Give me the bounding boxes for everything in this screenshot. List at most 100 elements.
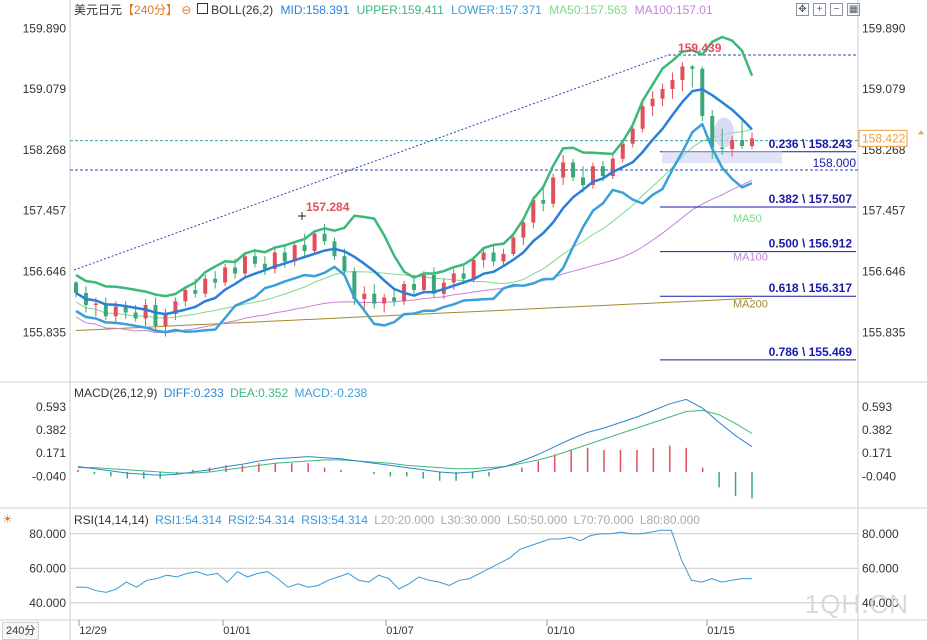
candle-body xyxy=(750,138,754,146)
ma50-value: MA50:157.563 xyxy=(549,3,628,17)
candle-body xyxy=(541,200,546,204)
macd-tick-left: 0.593 xyxy=(36,400,66,414)
l80-value: L80:80.000 xyxy=(639,513,700,527)
rsi-line xyxy=(76,529,752,593)
candle-body xyxy=(342,256,347,272)
fib-zone xyxy=(662,151,782,164)
candle-body xyxy=(203,278,208,294)
candle-body xyxy=(461,273,466,279)
candle-body xyxy=(421,275,426,290)
selection-marker xyxy=(714,117,734,148)
candle-body xyxy=(451,273,456,283)
candle-body xyxy=(223,267,228,283)
ma100-value: MA100:157.01 xyxy=(634,3,713,17)
x-tick-label: 01/07 xyxy=(386,625,414,637)
candle-body xyxy=(581,177,585,185)
price-legend: 美元日元【240分】 ⊖ BOLL(26,2) MID:158.391 UPPE… xyxy=(74,2,713,18)
candle-body xyxy=(431,275,436,294)
zoom-out-icon[interactable]: − xyxy=(830,3,843,16)
move-icon[interactable]: ✥ xyxy=(796,3,809,16)
settings-icon[interactable]: ▦ xyxy=(847,3,860,16)
candle-body xyxy=(730,140,735,149)
price-tick-left: 156.646 xyxy=(23,265,67,279)
boll-icon[interactable] xyxy=(196,3,208,14)
candle-body xyxy=(282,252,287,262)
candle-body xyxy=(163,314,168,326)
diff-line xyxy=(77,398,753,476)
boll-upper: UPPER:159.411 xyxy=(356,3,444,17)
ma-label: MA100 xyxy=(733,251,768,263)
candle-body xyxy=(511,237,516,254)
l70-value: L70:70.000 xyxy=(573,513,634,527)
remove-icon[interactable]: ⊖ xyxy=(181,3,192,17)
boll-lower: LOWER:157.371 xyxy=(451,3,542,17)
candle-body xyxy=(501,254,506,262)
candle-body xyxy=(710,116,715,148)
candle-body xyxy=(412,284,416,290)
rsi3-value: RSI3:54.314 xyxy=(301,513,368,527)
macd-tick-right: 0.171 xyxy=(862,446,892,460)
price-tick-right: 159.890 xyxy=(862,21,906,35)
rsi-tick-right: 80.000 xyxy=(862,527,899,541)
ma100-line xyxy=(75,179,753,334)
candle-body xyxy=(610,158,615,176)
macd-name: MACD(26,12,9) xyxy=(74,386,158,400)
candle-body xyxy=(630,128,635,144)
session-high-label: 159.439 xyxy=(678,41,722,55)
candle-body xyxy=(133,312,138,319)
candle-body xyxy=(312,233,317,251)
sun-icon[interactable]: ☀ xyxy=(2,512,13,526)
macd-tick-right: 0.593 xyxy=(862,400,892,414)
ma-label: MA200 xyxy=(733,299,768,311)
candle-body xyxy=(193,290,198,294)
rsi-tick-right: 60.000 xyxy=(862,561,899,575)
candle-body xyxy=(481,252,486,260)
crosshair-marker xyxy=(298,212,306,220)
fib-label: 0.236 \ 158.243 xyxy=(769,137,853,151)
fib-label: 0.500 \ 156.912 xyxy=(769,237,853,251)
candle-body xyxy=(660,89,665,99)
fib-label: 0.786 \ 155.469 xyxy=(769,345,853,359)
price-tick-left: 159.890 xyxy=(23,21,67,35)
rsi-legend: RSI(14,14,14) RSI1:54.314 RSI2:54.314 RS… xyxy=(74,512,700,528)
l30-value: L30:30.000 xyxy=(440,513,501,527)
period-button[interactable]: 240分 xyxy=(2,622,40,640)
price-tick-left: 159.079 xyxy=(23,82,67,96)
candle-body xyxy=(352,271,357,299)
rsi-tick-left: 60.000 xyxy=(29,561,66,575)
period-label[interactable]: 【240分】 xyxy=(122,3,179,17)
macd-dea: DEA:0.352 xyxy=(230,386,289,400)
rsi-tick-left: 80.000 xyxy=(29,527,66,541)
price-tick-left: 158.268 xyxy=(23,143,67,157)
candle-body xyxy=(521,222,526,238)
candle-body xyxy=(252,256,257,264)
candle-body xyxy=(392,297,397,302)
candle-body xyxy=(670,80,675,89)
x-tick-label: 01/15 xyxy=(707,625,735,637)
candle-body xyxy=(600,166,605,176)
candle-body xyxy=(640,106,645,129)
zoom-in-icon[interactable]: + xyxy=(813,3,826,16)
symbol-label[interactable]: 美元日元 xyxy=(74,3,123,17)
macd-tick-left: -0.040 xyxy=(32,469,66,483)
candle-body xyxy=(322,233,327,242)
candle-body xyxy=(262,263,267,269)
boll-label: BOLL(26,2) xyxy=(211,3,274,17)
candle-body xyxy=(551,177,556,204)
price-arrow-icon xyxy=(918,130,924,135)
candle-body xyxy=(153,305,158,326)
macd-legend: MACD(26,12,9) DIFF:0.233 DEA:0.352 MACD:… xyxy=(74,385,367,401)
candle-body xyxy=(362,293,367,299)
candle-body xyxy=(292,245,297,262)
l50-value: L50:50.000 xyxy=(507,513,568,527)
candle-body xyxy=(531,200,536,223)
candle-body xyxy=(720,147,725,149)
boll-lower-line xyxy=(75,122,753,334)
ma-label: MA50 xyxy=(733,213,762,225)
candle-body xyxy=(650,98,655,107)
boll-upper-line xyxy=(75,35,754,298)
watermark: 1QH.CN xyxy=(804,589,909,619)
trend-line xyxy=(73,54,669,271)
candle-body xyxy=(93,303,98,305)
